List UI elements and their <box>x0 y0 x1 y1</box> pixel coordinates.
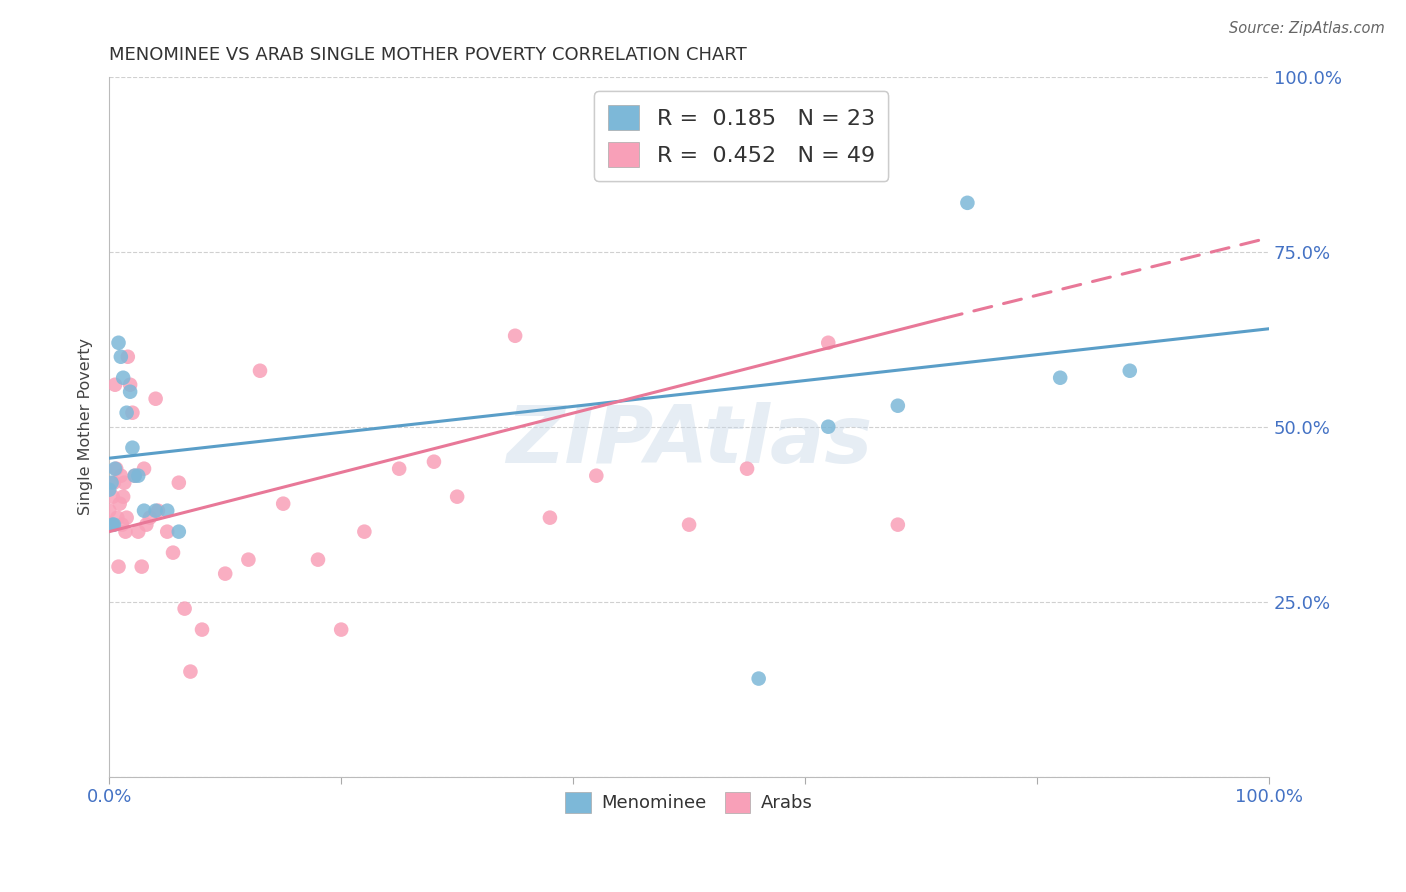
Point <box>956 195 979 210</box>
Point <box>127 524 149 539</box>
Y-axis label: Single Mother Poverty: Single Mother Poverty <box>79 338 93 516</box>
Point <box>145 503 167 517</box>
Point <box>145 392 167 406</box>
Text: MENOMINEE VS ARAB SINGLE MOTHER POVERTY CORRELATION CHART: MENOMINEE VS ARAB SINGLE MOTHER POVERTY … <box>110 46 747 64</box>
Point <box>124 468 146 483</box>
Point <box>156 524 179 539</box>
Point <box>132 503 155 517</box>
Point <box>135 517 157 532</box>
Point <box>110 468 132 483</box>
Point <box>131 559 153 574</box>
Point <box>503 328 526 343</box>
Point <box>1049 370 1071 384</box>
Point <box>104 377 127 392</box>
Point <box>101 517 124 532</box>
Point <box>104 461 127 475</box>
Point <box>817 335 839 350</box>
Point <box>156 503 179 517</box>
Point <box>678 517 700 532</box>
Point <box>117 350 139 364</box>
Point <box>423 455 446 469</box>
Point <box>191 623 214 637</box>
Point <box>887 517 910 532</box>
Point <box>735 461 758 475</box>
Point <box>108 497 131 511</box>
Point <box>107 335 129 350</box>
Point <box>146 503 169 517</box>
Point <box>115 406 138 420</box>
Point <box>98 503 121 517</box>
Point <box>111 517 134 532</box>
Point <box>103 475 125 490</box>
Point <box>1119 364 1142 378</box>
Text: ZIPAtlas: ZIPAtlas <box>506 401 872 480</box>
Point <box>112 370 135 384</box>
Point <box>307 552 329 566</box>
Point <box>238 552 260 566</box>
Point <box>114 524 136 539</box>
Point <box>100 517 122 532</box>
Point <box>105 461 128 475</box>
Point <box>115 510 138 524</box>
Point <box>127 468 149 483</box>
Point <box>124 468 146 483</box>
Point <box>110 350 132 364</box>
Point <box>112 475 135 490</box>
Point <box>162 546 184 560</box>
Point <box>887 399 910 413</box>
Point <box>120 384 142 399</box>
Point <box>107 559 129 574</box>
Point <box>100 475 122 490</box>
Point <box>214 566 236 581</box>
Point <box>132 461 155 475</box>
Point <box>139 510 162 524</box>
Point <box>271 497 294 511</box>
Point <box>538 510 561 524</box>
Point <box>353 524 375 539</box>
Point <box>112 490 135 504</box>
Point <box>98 483 121 497</box>
Point <box>121 406 143 420</box>
Point <box>388 461 411 475</box>
Point <box>120 377 142 392</box>
Point <box>103 517 125 532</box>
Point <box>748 672 770 686</box>
Point <box>249 364 271 378</box>
Point <box>173 601 195 615</box>
Legend: Menominee, Arabs: Menominee, Arabs <box>558 785 820 820</box>
Point <box>121 441 143 455</box>
Point <box>179 665 201 679</box>
Point <box>167 524 190 539</box>
Point <box>105 510 128 524</box>
Point <box>167 475 190 490</box>
Point <box>585 468 607 483</box>
Point <box>101 490 124 504</box>
Point <box>330 623 353 637</box>
Point <box>446 490 468 504</box>
Text: Source: ZipAtlas.com: Source: ZipAtlas.com <box>1229 21 1385 36</box>
Point <box>817 419 839 434</box>
